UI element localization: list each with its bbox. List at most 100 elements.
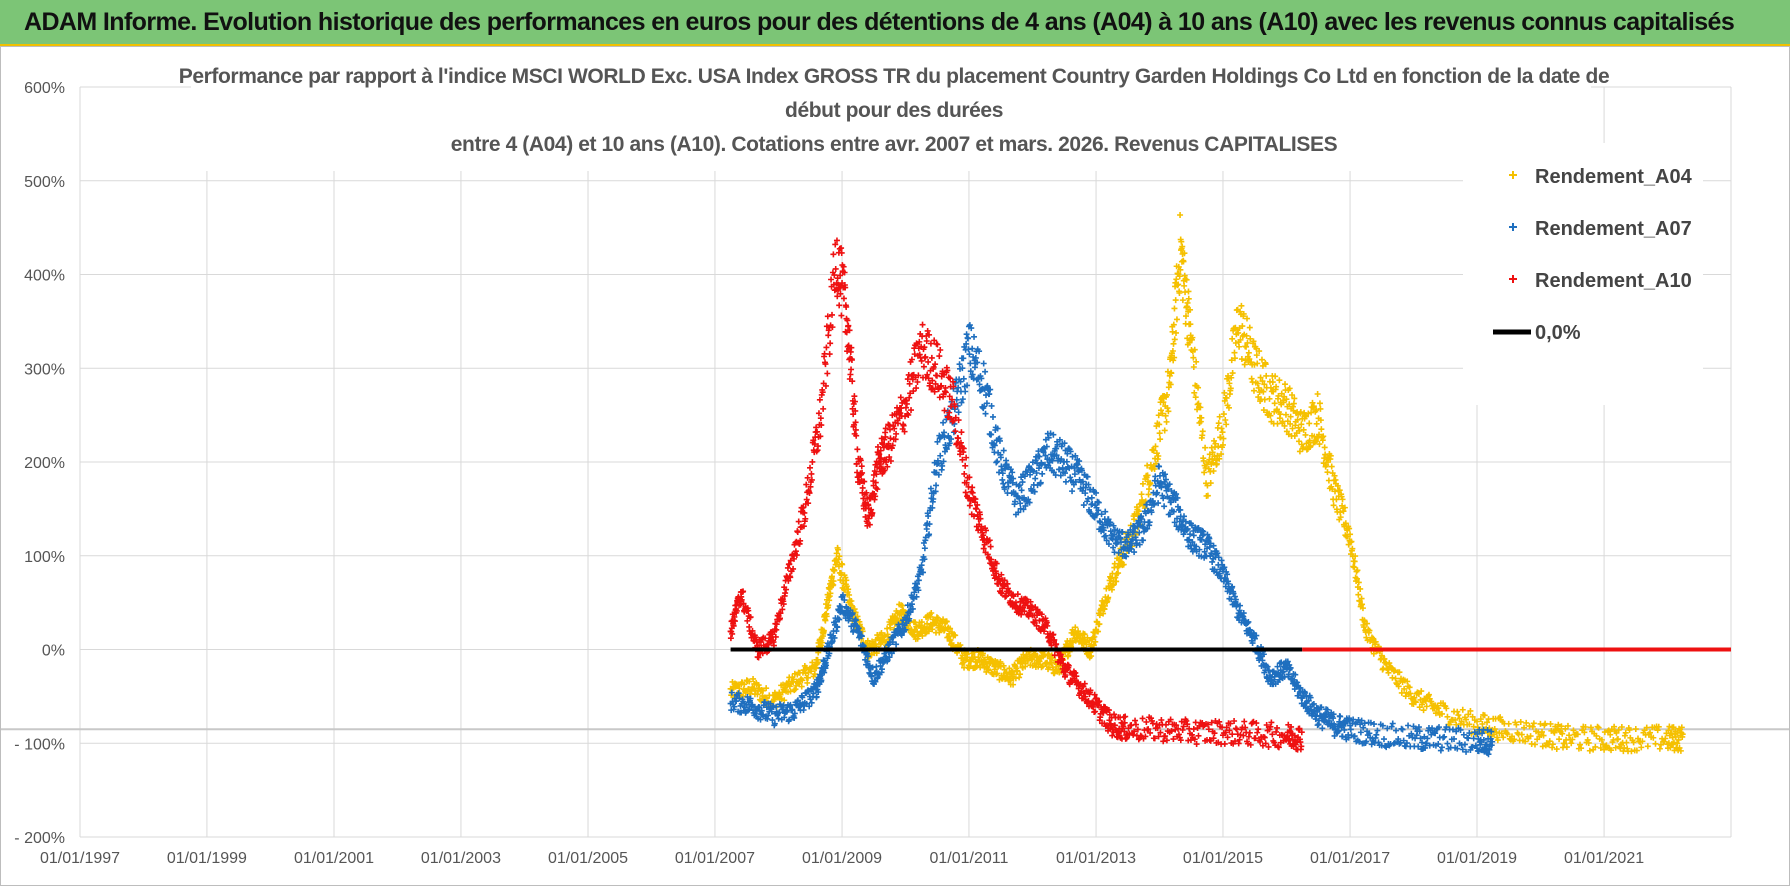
data-point [1561, 740, 1568, 747]
data-point [1216, 455, 1223, 462]
data-point [1667, 744, 1674, 751]
data-point [1015, 509, 1022, 516]
data-point [827, 340, 834, 347]
data-point [1577, 741, 1584, 748]
data-point [1277, 411, 1284, 418]
data-point [1198, 414, 1205, 421]
data-point [1260, 388, 1267, 395]
data-point [1271, 400, 1278, 407]
data-point [1312, 438, 1319, 445]
data-point [1656, 745, 1663, 752]
data-point [1437, 747, 1444, 754]
data-point [1639, 738, 1646, 745]
data-point [1244, 339, 1251, 346]
data-point [976, 381, 983, 388]
data-point [926, 521, 933, 528]
data-point [859, 484, 866, 491]
data-point [1359, 605, 1366, 612]
data-point [1169, 348, 1176, 355]
data-point [1279, 418, 1286, 425]
data-point [1259, 378, 1266, 385]
data-point [963, 331, 970, 338]
data-point [1033, 470, 1040, 477]
data-point [1530, 720, 1537, 727]
data-point [1238, 302, 1245, 309]
data-point [1630, 739, 1637, 746]
data-point [1228, 357, 1235, 364]
data-point [1440, 734, 1447, 741]
data-point [1332, 488, 1339, 495]
y-tick-label: - 100% [14, 736, 65, 753]
data-point [878, 629, 885, 636]
data-point [1253, 352, 1260, 359]
data-point [914, 628, 921, 635]
data-point [1465, 735, 1472, 742]
data-point [828, 276, 835, 283]
data-point [1029, 655, 1036, 662]
data-point [1240, 310, 1247, 317]
data-point [983, 400, 990, 407]
data-point [1339, 496, 1346, 503]
data-point [924, 620, 931, 627]
data-point [1243, 343, 1250, 350]
data-point [1138, 491, 1145, 498]
data-point [1159, 410, 1166, 417]
data-point [1459, 706, 1466, 713]
data-point [994, 425, 1001, 432]
data-point [1570, 727, 1577, 734]
data-point [1517, 718, 1524, 725]
data-point [1505, 720, 1512, 727]
data-point [1115, 570, 1122, 577]
data-point [940, 458, 947, 465]
data-point [1204, 482, 1211, 489]
data-point [839, 561, 846, 568]
series-Rendement_A07 [727, 322, 1496, 758]
data-point [1563, 744, 1570, 751]
data-point [1568, 740, 1575, 747]
data-point [808, 699, 815, 706]
data-point [1296, 427, 1303, 434]
data-point [1595, 724, 1602, 731]
data-point [864, 658, 871, 665]
data-point [1317, 405, 1324, 412]
data-point [1282, 381, 1289, 388]
data-point [823, 613, 830, 620]
data-point [757, 716, 764, 723]
data-point [1275, 392, 1282, 399]
data-point [1297, 409, 1304, 416]
data-point [1670, 739, 1677, 746]
data-point [1300, 426, 1307, 433]
data-point [1585, 739, 1592, 746]
data-point [1222, 417, 1229, 424]
data-point [815, 689, 822, 696]
data-point [963, 340, 970, 347]
data-point [1360, 624, 1367, 631]
data-point [1088, 653, 1095, 660]
data-point [1363, 620, 1370, 627]
data-point [1289, 425, 1296, 432]
data-point [1193, 358, 1200, 365]
data-point [900, 422, 907, 429]
data-point [1030, 468, 1037, 475]
data-point [991, 666, 998, 673]
data-point [906, 615, 913, 622]
data-point [1469, 713, 1476, 720]
data-point [968, 325, 975, 332]
data-point [1294, 416, 1301, 423]
data-point [999, 470, 1006, 477]
data-point [775, 715, 782, 722]
data-point [1026, 463, 1033, 470]
data-point [993, 459, 1000, 466]
data-point [1150, 447, 1157, 454]
legend-label: Rendement_A07 [1535, 218, 1692, 240]
data-point [987, 543, 994, 550]
data-point [1156, 430, 1163, 437]
data-point [1341, 504, 1348, 511]
data-point [1168, 370, 1175, 377]
data-point [1228, 374, 1235, 381]
data-point [727, 635, 734, 642]
data-point [1307, 442, 1314, 449]
data-point [930, 495, 937, 502]
data-point [1511, 736, 1518, 743]
data-point [848, 602, 855, 609]
